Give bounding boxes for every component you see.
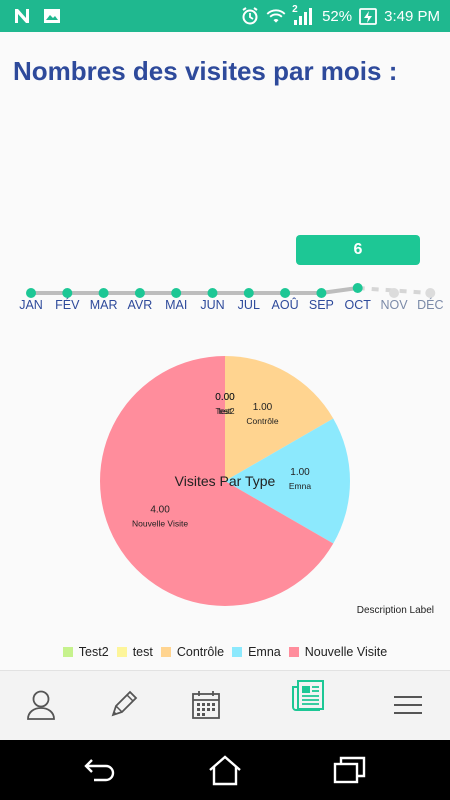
chart-description: Description Label xyxy=(356,605,434,616)
chart-legend: Test2 test Contrôle Emna Nouvelle Visite xyxy=(0,645,450,659)
bottom-navigation xyxy=(0,670,450,740)
month-label: OCT xyxy=(344,298,371,312)
slice-name-label: Emna xyxy=(289,481,311,491)
back-button[interactable] xyxy=(80,752,120,788)
timeline-point-déc[interactable] xyxy=(425,288,436,298)
legend-label: Test2 xyxy=(78,645,109,659)
legend-item: test xyxy=(116,645,153,659)
clock: 3:49 PM xyxy=(384,7,440,25)
legend-label: Emna xyxy=(248,645,281,659)
month-label: AVR xyxy=(127,298,153,312)
pie-center-text: Visites Par Type xyxy=(175,473,276,489)
battery-percent: 52% xyxy=(322,7,353,25)
menu-button[interactable] xyxy=(388,685,428,725)
wifi-icon xyxy=(266,9,286,23)
pie-slice-emna[interactable] xyxy=(225,418,350,544)
slice-value-label: 1.00 xyxy=(253,402,273,413)
system-navigation-bar xyxy=(0,740,450,800)
timeline-point-fév[interactable] xyxy=(62,288,73,298)
legend-item: Nouvelle Visite xyxy=(288,645,388,659)
home-icon xyxy=(209,755,241,786)
legend-item: Test2 xyxy=(62,645,109,659)
pie-chart-svg: 1.00 Contrôle 1.00 Emna 4.00 Nouvelle Visite 0… xyxy=(99,356,350,606)
battery-charging-icon xyxy=(359,8,378,25)
legend-item: Contrôle xyxy=(160,645,225,659)
back-icon xyxy=(84,759,115,782)
legend-swatch xyxy=(232,647,243,657)
alarm-icon xyxy=(242,7,258,25)
legend-label: Nouvelle Visite xyxy=(304,645,388,659)
month-label: DÉC xyxy=(417,298,444,312)
month-label: NOV xyxy=(380,298,408,312)
timeline-chart xyxy=(26,283,436,298)
month-label: JUL xyxy=(237,298,260,312)
timeline-point-sep[interactable] xyxy=(316,288,327,298)
slice-name-label: test xyxy=(219,407,233,416)
signal-icon xyxy=(294,8,313,25)
month-label: SEP xyxy=(308,298,334,312)
timeline-point-avr[interactable] xyxy=(134,288,145,298)
timeline-line xyxy=(31,286,358,295)
home-button[interactable] xyxy=(205,752,245,788)
slice-name-label: Nouvelle Visite xyxy=(132,519,188,529)
timeline-point-oct[interactable] xyxy=(352,283,363,293)
slice-value-label: 0.00 xyxy=(215,392,235,403)
timeline-point-jan[interactable] xyxy=(26,288,36,298)
month-label: MAI xyxy=(165,298,188,312)
selected-value-badge: 6 xyxy=(296,235,420,265)
timeline-point-aoû[interactable] xyxy=(280,288,291,298)
menu-icon xyxy=(394,696,422,714)
month-label: MAR xyxy=(89,298,118,312)
timeline-point-nov[interactable] xyxy=(389,288,399,298)
page-title: Nombres des visites par mois : xyxy=(13,56,398,86)
legend-swatch xyxy=(62,647,73,657)
slice-name-label: Test2 xyxy=(215,407,235,416)
legend-label: test xyxy=(132,645,153,659)
legend-swatch xyxy=(288,647,299,657)
edit-button[interactable] xyxy=(103,685,143,725)
image-icon xyxy=(44,9,60,23)
calendar-icon xyxy=(192,691,220,719)
timeline-point-jun[interactable] xyxy=(207,288,218,298)
profile-icon xyxy=(27,690,55,720)
recents-icon xyxy=(333,756,366,784)
legend-swatch xyxy=(160,647,171,657)
edit-icon xyxy=(111,690,138,717)
legend-label: Contrôle xyxy=(176,645,225,659)
pie-chart: 1.00 Contrôle 1.00 Emna 4.00 Nouvelle Visite 0… xyxy=(0,340,450,630)
status-bar: 2 52% 3:49 PM xyxy=(0,0,450,32)
timeline-point-jul[interactable] xyxy=(243,288,254,298)
slice-value-label: 4.00 xyxy=(150,505,170,516)
n-icon xyxy=(15,9,29,23)
calendar-button[interactable] xyxy=(186,685,226,725)
slice-name-label: Contrôle xyxy=(246,416,278,426)
timeline-future-line xyxy=(357,286,431,295)
pie-slice-contrôle[interactable] xyxy=(225,356,334,481)
timeline-point-mar[interactable] xyxy=(98,288,109,298)
month-label: JUN xyxy=(200,298,225,312)
legend-item: Emna xyxy=(232,645,281,659)
profile-button[interactable] xyxy=(21,685,61,725)
month-label: FÉV xyxy=(55,298,80,312)
legend-swatch xyxy=(116,647,127,657)
month-labels: JAN FÉV MAR AVR MAI JUN JUL AOÛ SEP OCT NOV DÉC xyxy=(0,298,450,314)
report-button[interactable] xyxy=(288,676,328,716)
timeline-point-mai[interactable] xyxy=(171,288,182,298)
slice-value-label: 1.00 xyxy=(290,467,310,478)
recents-button[interactable] xyxy=(330,752,370,788)
report-icon xyxy=(292,680,324,711)
pie-slice-nouvelle-visite[interactable] xyxy=(99,356,334,606)
slice-value-label: 0.00 xyxy=(215,392,235,403)
monthly-timeline: 6 JAN FÉV MAR AVR MAI JUN JUL AOÛ SEP OCT NOV DÉC xyxy=(0,230,450,320)
month-label: JAN xyxy=(19,298,43,312)
month-label: AOÛ xyxy=(271,298,299,312)
sim-label: 2 xyxy=(292,4,298,15)
